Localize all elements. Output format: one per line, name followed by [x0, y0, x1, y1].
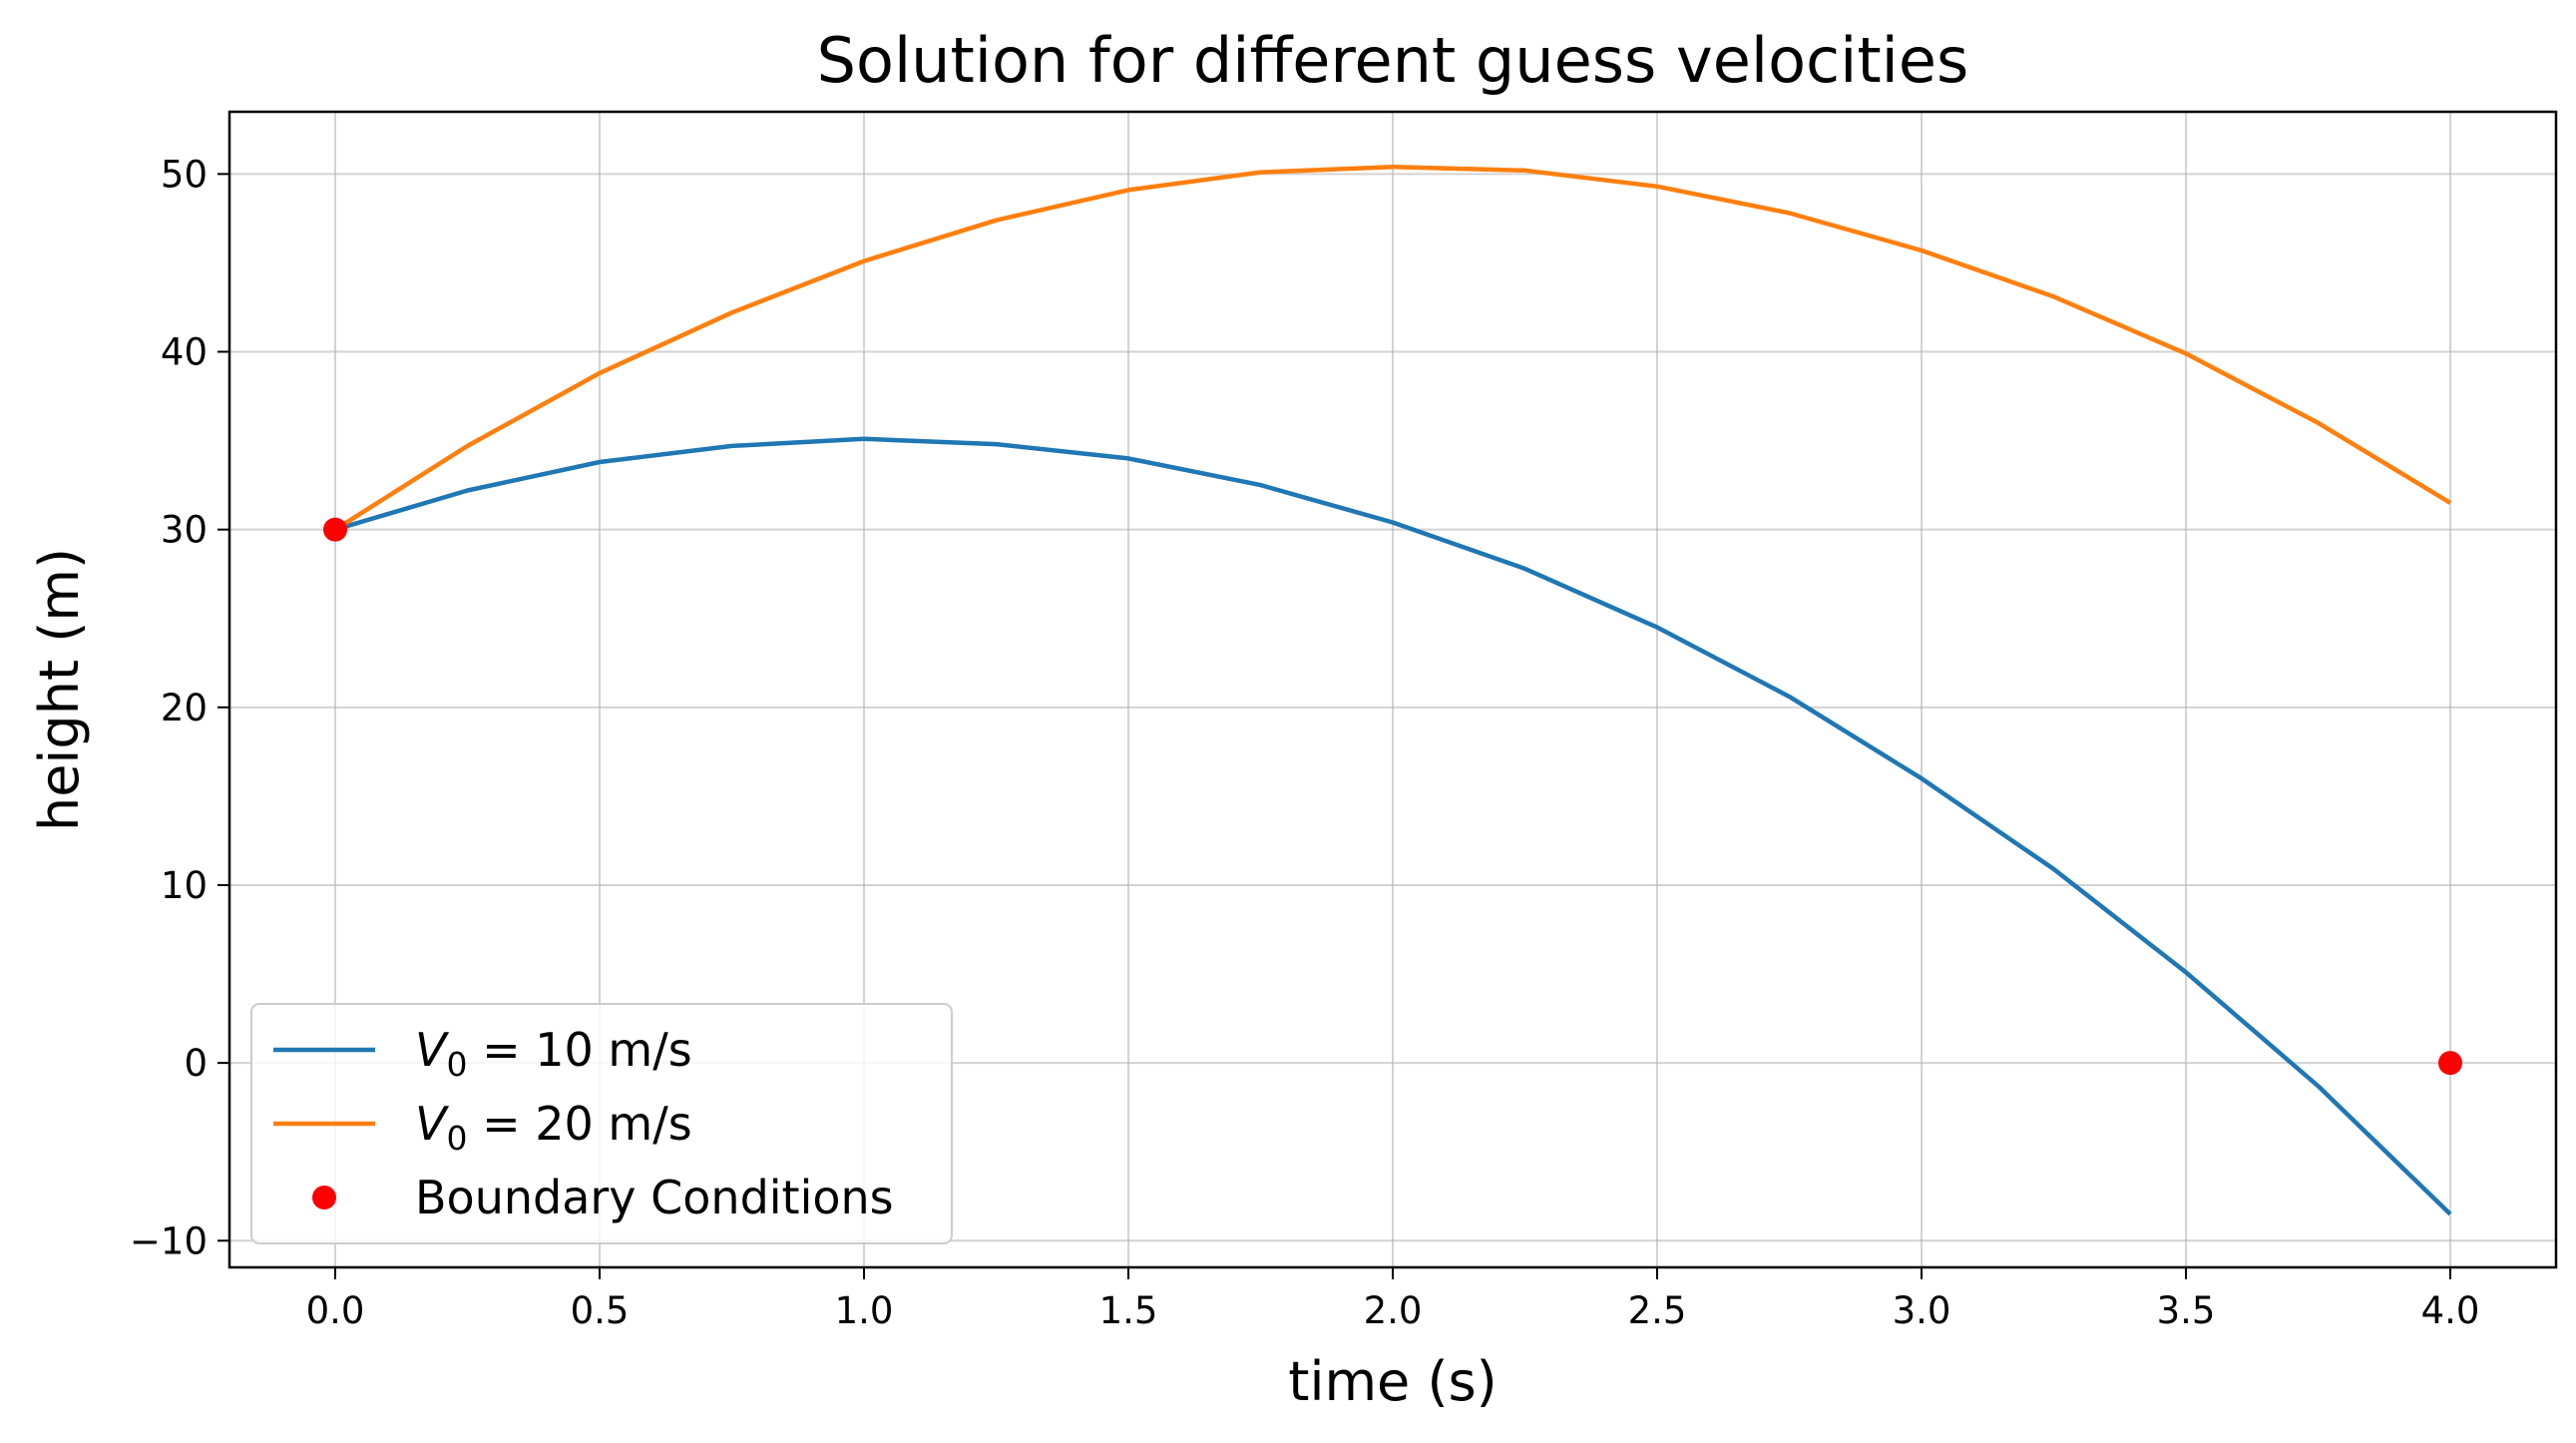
x-tick-label: 1.0 — [835, 1289, 894, 1332]
legend-swatch-point — [312, 1186, 336, 1209]
series-line-1 — [333, 164, 2452, 532]
x-tick-label: 0.5 — [571, 1289, 630, 1332]
x-tick-label: 2.0 — [1364, 1289, 1423, 1332]
y-tick-label: 40 — [161, 331, 208, 374]
chart-title: Solution for different guess velocities — [817, 24, 1969, 97]
data-layer — [323, 164, 2462, 1216]
x-tick-label: 3.5 — [2157, 1289, 2216, 1332]
x-axis-label: time (s) — [1288, 1350, 1497, 1413]
series-line-0 — [334, 436, 2452, 1216]
legend: V0 = 10 m/s V0 = 20 m/s Boundary Condition… — [250, 1003, 953, 1244]
y-axis-label: height (m) — [28, 548, 91, 831]
y-tick-label: 10 — [161, 864, 208, 907]
legend-box — [250, 1003, 953, 1244]
boundary-condition-point — [2438, 1051, 2462, 1076]
x-tick-label: 1.5 — [1099, 1289, 1158, 1332]
x-tick-label: 0.0 — [306, 1289, 365, 1332]
x-tick-label: 2.5 — [1628, 1289, 1687, 1332]
x-tick-label: 4.0 — [2421, 1289, 2480, 1332]
legend-label: Boundary Conditions — [415, 1171, 894, 1224]
y-tick-label: 30 — [161, 509, 208, 552]
x-tick-label: 3.0 — [1893, 1289, 1951, 1332]
legend-label: V0 = 10 m/s — [415, 1023, 692, 1084]
y-tick-label: 0 — [184, 1042, 208, 1085]
y-tick-label: 20 — [161, 687, 208, 729]
y-tick-label: −10 — [130, 1219, 208, 1262]
y-tick-label: 50 — [161, 153, 208, 196]
boundary-condition-point — [323, 517, 347, 542]
tick-layer: 0.0 0.5 1.0 1.5 2.0 2.5 3.0 3.5 4.0 −10 0 10 20 30 40 5… — [130, 153, 2480, 1332]
legend-label: V0 = 20 m/s — [415, 1097, 692, 1158]
